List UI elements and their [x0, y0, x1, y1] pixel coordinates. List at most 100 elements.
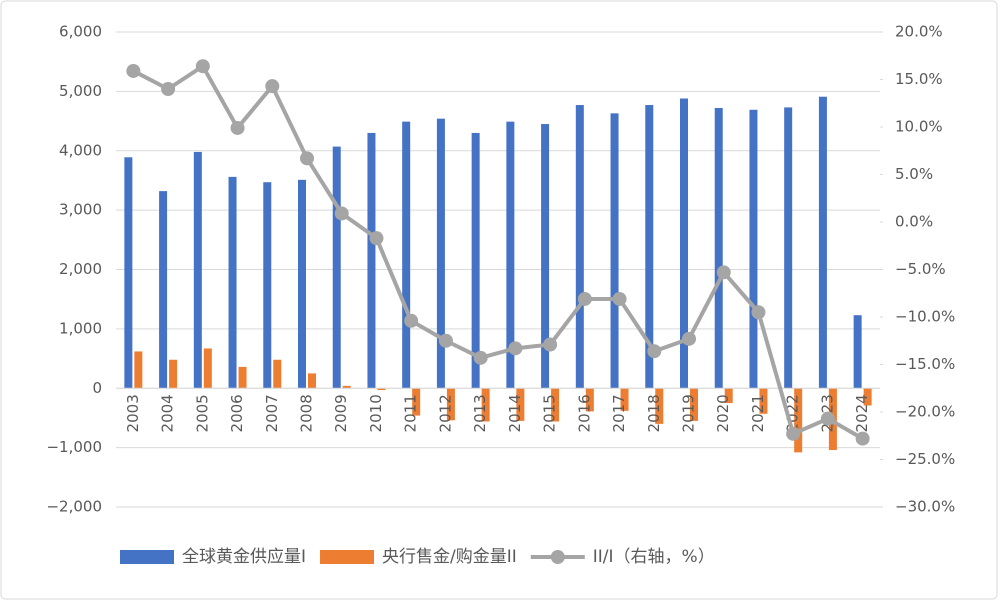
- bar: [818, 96, 827, 389]
- line-point: [473, 350, 488, 365]
- x-tick-label: 2010: [367, 394, 385, 432]
- bar: [749, 109, 758, 389]
- bar: [680, 98, 688, 389]
- line-point: [230, 120, 245, 135]
- bar: [436, 118, 445, 389]
- bar: [332, 146, 341, 389]
- x-tick-label: 2009: [332, 394, 350, 432]
- bar: [169, 359, 178, 389]
- y-tick-label: 1,000: [59, 319, 102, 337]
- bar: [446, 388, 455, 421]
- line-point: [647, 344, 662, 359]
- y2-tick-label: −10.0%: [895, 308, 955, 326]
- bar: [298, 179, 306, 389]
- y-tick-label: 3,000: [59, 201, 102, 219]
- line-point: [716, 265, 731, 280]
- y2-tick-label: 10.0%: [895, 118, 943, 136]
- line-point: [820, 411, 835, 426]
- line-point: [612, 291, 627, 306]
- bar: [853, 315, 862, 389]
- line-point: [543, 337, 558, 352]
- x-tick-label: 2015: [541, 394, 559, 432]
- y-tick-label: 2,000: [59, 260, 102, 278]
- x-tick-label: 2012: [436, 394, 454, 432]
- bar: [308, 373, 316, 389]
- legend-swatch: [120, 550, 174, 564]
- x-tick-label: 2011: [402, 394, 420, 432]
- bar: [342, 385, 351, 389]
- line-point: [265, 79, 280, 94]
- bar: [575, 105, 584, 389]
- y-tick-label: 5,000: [59, 82, 102, 100]
- bar: [377, 388, 386, 391]
- x-tick-label: 2008: [298, 394, 316, 432]
- legend-label: 全球黄金供应量I: [182, 547, 306, 567]
- bar: [124, 157, 133, 389]
- x-tick-label: 2017: [610, 394, 628, 432]
- line-point: [751, 305, 766, 320]
- legend-swatch: [320, 550, 375, 564]
- line-point: [855, 431, 870, 446]
- line-point: [369, 231, 384, 246]
- line-point: [126, 63, 141, 78]
- bar: [471, 132, 480, 389]
- bar: [506, 121, 515, 389]
- x-tick-label: 2005: [193, 394, 211, 432]
- line-point: [682, 331, 696, 346]
- y-tick-label: −2,000: [46, 498, 102, 516]
- x-tick-label: 2003: [124, 394, 142, 432]
- bar: [714, 108, 723, 389]
- bar: [784, 107, 793, 389]
- bar: [551, 388, 560, 422]
- y2-tick-label: −20.0%: [895, 403, 955, 421]
- bar: [585, 388, 594, 412]
- legend-label: 央行售金/购金量II: [382, 547, 517, 567]
- bar: [620, 388, 629, 411]
- bar: [481, 388, 490, 422]
- x-tick-label: 2024: [853, 394, 871, 432]
- y-tick-label: 4,000: [59, 141, 102, 159]
- line: [132, 64, 864, 441]
- bar: [412, 388, 421, 416]
- line-point: [438, 333, 453, 348]
- y2-tick-label: −30.0%: [895, 498, 955, 516]
- bar: [541, 124, 550, 389]
- y2-tick-label: 15.0%: [895, 70, 943, 88]
- bar: [402, 121, 411, 389]
- line-point: [195, 59, 210, 74]
- bar: [228, 176, 237, 389]
- line-point: [334, 206, 349, 221]
- line-point: [786, 426, 801, 441]
- bar: [159, 191, 168, 389]
- bar: [759, 388, 768, 414]
- legend-swatch: [550, 550, 565, 564]
- line-point: [161, 82, 176, 96]
- bar: [655, 388, 664, 424]
- y-tick-label: 0: [92, 379, 102, 397]
- bar: [645, 105, 654, 389]
- x-tick-label: 2007: [263, 394, 281, 432]
- y2-tick-label: −5.0%: [895, 260, 946, 278]
- line-point: [300, 151, 314, 166]
- bar: [724, 388, 733, 404]
- y2-tick-label: 20.0%: [895, 23, 943, 41]
- bar: [367, 132, 376, 389]
- y-tick-label: 6,000: [59, 23, 102, 41]
- x-tick-label: 2021: [749, 394, 767, 432]
- x-tick-label: 2004: [159, 394, 177, 432]
- bar: [863, 388, 872, 406]
- x-tick-label: 2018: [645, 394, 663, 432]
- bar: [203, 348, 212, 389]
- y2-tick-label: 5.0%: [895, 165, 933, 183]
- x-tick-label: 2006: [228, 394, 246, 432]
- y2-tick-label: 0.0%: [895, 213, 933, 231]
- y-tick-label: −1,000: [46, 438, 102, 456]
- line-point: [577, 291, 592, 306]
- y2-tick-label: −25.0%: [895, 450, 955, 468]
- x-tick-label: 2019: [680, 394, 698, 432]
- bar: [134, 351, 143, 389]
- bar: [794, 388, 803, 453]
- bar: [516, 388, 525, 421]
